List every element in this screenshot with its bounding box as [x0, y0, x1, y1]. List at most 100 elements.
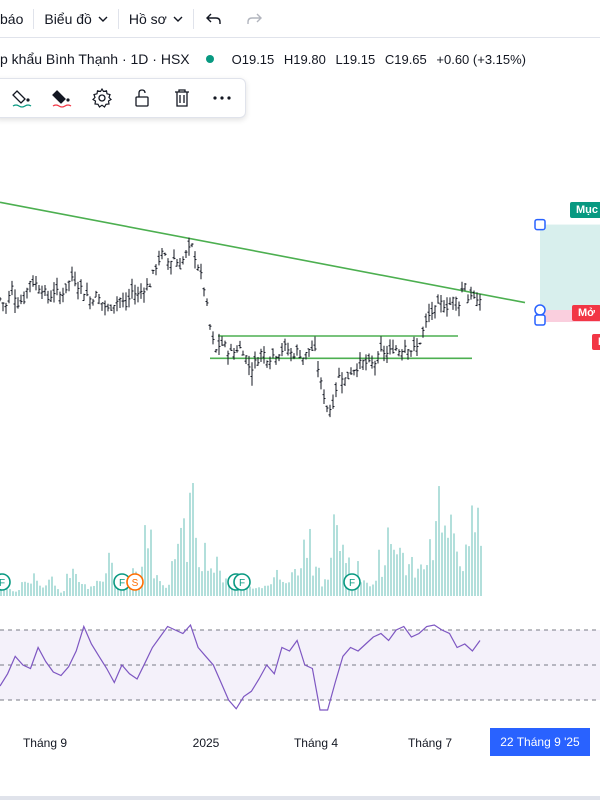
delete-button[interactable] — [169, 85, 195, 111]
volume-bar — [15, 591, 17, 596]
stop-label[interactable]: D — [592, 334, 600, 350]
volume-bar — [384, 565, 386, 596]
volume-bar — [240, 586, 242, 596]
dividend-event-marker[interactable]: F — [343, 573, 361, 591]
ohlc-bar — [274, 355, 278, 365]
time-label: Tháng 7 — [407, 736, 453, 750]
ohlc-bar — [460, 281, 464, 293]
more-icon — [213, 96, 231, 100]
ohlc-bar — [241, 350, 245, 356]
symbol-legend: p khẩu Bình Thạnh · 1D · HSX O19.15 H19.… — [0, 46, 532, 72]
trendlines[interactable] — [0, 201, 526, 360]
ohlc-bar — [472, 290, 476, 299]
volume-bar — [105, 573, 107, 596]
chart-menu-button[interactable]: Biểu đồ — [34, 0, 117, 38]
volume-bar — [342, 544, 344, 596]
event-markers[interactable]: FFSFFF — [0, 573, 361, 591]
ohlc-bar — [58, 291, 62, 305]
ohlc-bar — [325, 405, 329, 413]
text-color-button[interactable] — [49, 85, 75, 111]
ohlc-bar — [301, 357, 305, 365]
ohlc-bar — [0, 297, 2, 302]
fill-color-button[interactable] — [9, 85, 35, 111]
ohlc-bar — [334, 382, 338, 398]
volume-bar — [162, 585, 164, 596]
ohlc-bar — [445, 297, 449, 317]
ohlc-bar — [397, 349, 401, 357]
ohlc-bar — [379, 336, 383, 352]
ohlc-bar — [82, 293, 86, 302]
ohlc-bar — [466, 294, 470, 304]
volume-bar — [453, 533, 455, 596]
marker-circle — [126, 573, 144, 591]
undo-button[interactable] — [194, 0, 234, 38]
ohlc-bar — [475, 292, 479, 307]
ohlc-bar — [370, 355, 374, 369]
ohlc-bar — [16, 297, 20, 309]
alerts-label: báo — [0, 10, 24, 27]
volume-bar — [150, 529, 152, 596]
price-chart[interactable]: FFSFFF — [0, 120, 600, 726]
volume-bar — [378, 549, 380, 596]
ohlc-bar — [400, 349, 404, 361]
settings-button[interactable] — [89, 85, 115, 111]
open-label[interactable]: Mở — [572, 305, 600, 321]
volume-bar — [303, 539, 305, 596]
ohlc-bar — [22, 291, 26, 305]
volume-bar — [276, 569, 278, 596]
volume-bar — [42, 587, 44, 596]
volume-bar — [159, 581, 161, 596]
volume-bar — [435, 521, 437, 596]
time-axis[interactable]: Tháng 9 2025 Tháng 4 Tháng 7 — [0, 728, 600, 758]
ohlc-bar — [343, 377, 347, 386]
volume-bar — [144, 525, 146, 596]
volume-bar — [30, 583, 32, 596]
ohlc-bar — [151, 269, 155, 275]
lock-button[interactable] — [129, 85, 155, 111]
volume-bar — [438, 486, 440, 596]
redo-button[interactable] — [234, 0, 274, 38]
profile-menu-button[interactable]: Hồ sơ — [119, 0, 193, 38]
marker-text: S — [132, 578, 139, 589]
target-label[interactable]: Mục — [570, 202, 600, 218]
ohlc-bar — [304, 351, 308, 360]
ohlc-bar — [232, 347, 236, 360]
volume-bar — [363, 580, 365, 596]
ohlc-bar — [355, 363, 359, 378]
volume-bar — [405, 575, 407, 596]
ohlc-bar — [385, 345, 389, 364]
redo-icon — [247, 13, 262, 24]
volume-bar — [84, 584, 86, 596]
bottom-border — [0, 796, 600, 800]
dividend-event-marker[interactable]: F — [233, 573, 251, 591]
ohlc-bar — [115, 296, 119, 312]
volume-bar — [180, 527, 182, 596]
ohlc-bar — [358, 352, 362, 370]
more-button[interactable] — [209, 85, 235, 111]
ohlc-bar — [220, 336, 224, 346]
volume-bar — [171, 561, 173, 596]
ohlc-bar — [175, 258, 179, 267]
ohlc-bar — [172, 249, 176, 260]
volume-bar — [468, 546, 470, 596]
time-label: 2025 — [192, 736, 220, 750]
volume-bar — [450, 514, 452, 596]
ohlc-bar — [256, 357, 260, 366]
ohlc-bar — [424, 313, 428, 328]
marker-text: F — [119, 578, 125, 589]
volume-bar — [420, 564, 422, 596]
volume-bar — [66, 573, 68, 596]
volume-bar — [114, 581, 116, 596]
ohlc-bar — [94, 290, 98, 298]
split-event-marker[interactable]: S — [126, 573, 144, 591]
ohlc-bar — [85, 282, 89, 297]
ohlc-bar — [130, 278, 134, 299]
dividend-event-marker[interactable]: F — [0, 573, 11, 591]
symbol-title[interactable]: p khẩu Bình Thạnh · 1D · HSX — [0, 51, 190, 67]
marker-text: F — [239, 578, 245, 589]
ohlc-bar — [376, 351, 380, 364]
ohlc-bar — [121, 292, 125, 308]
ohlc-bar — [442, 300, 446, 313]
volume-bar — [480, 545, 482, 596]
alerts-button[interactable]: báo — [0, 0, 33, 38]
